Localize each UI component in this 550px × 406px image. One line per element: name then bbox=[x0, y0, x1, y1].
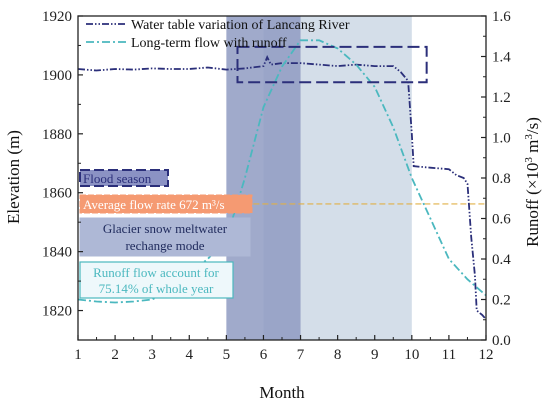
flood-peak-box bbox=[236, 45, 428, 84]
y-axis-right-title-mid: m bbox=[523, 140, 542, 157]
y-right-tick-label: 1.6 bbox=[492, 9, 511, 25]
flood-season-label: Flood season bbox=[83, 171, 152, 186]
series-line-1 bbox=[77, 55, 487, 320]
legend-label-1: Water table variation of Lancang River bbox=[131, 18, 350, 33]
x-tick-label: 12 bbox=[479, 347, 494, 363]
y-axis-right-title-prefix: Runoff (×10 bbox=[523, 163, 542, 247]
x-tick-label: 10 bbox=[404, 347, 419, 363]
y-axis-right-title: Runoff (×103 m3/s) bbox=[523, 117, 542, 247]
runoff-label-line2: 75.14% of whole year bbox=[99, 281, 214, 296]
x-tick-label: 5 bbox=[223, 347, 231, 363]
x-axis-title: Month bbox=[259, 383, 305, 402]
y-right-tick-label: 0.0 bbox=[492, 333, 511, 349]
glacier-label-line1: Glacier snow meltwater bbox=[103, 221, 228, 236]
y-axis-right-title-suffix: /s) bbox=[523, 117, 542, 134]
y-left-tick-label: 1900 bbox=[42, 68, 72, 84]
y-axis-left-title: Elevation (m) bbox=[4, 130, 23, 224]
runoff-label-line1: Runoff flow account for bbox=[93, 265, 219, 280]
y-axis-right-title-exp2: 3 bbox=[523, 134, 535, 140]
average-flow-box bbox=[79, 194, 253, 214]
highlight-box-group bbox=[236, 45, 428, 84]
legend-label-2: Long-term flow with runoff bbox=[131, 36, 287, 51]
average-flow-label: Average flow rate 672 m³/s bbox=[83, 197, 225, 212]
flood-season-box bbox=[79, 169, 169, 187]
series-line-2 bbox=[77, 39, 487, 304]
y-left-tick-label: 1920 bbox=[42, 9, 72, 25]
x-tick-label: 11 bbox=[442, 347, 456, 363]
glacier-box bbox=[79, 217, 251, 257]
y-right-tick-label: 0.8 bbox=[492, 171, 511, 187]
y-right-tick-label: 0.4 bbox=[492, 252, 511, 268]
series-group bbox=[77, 39, 487, 320]
band-dark bbox=[226, 16, 301, 340]
x-tick-label: 8 bbox=[334, 347, 342, 363]
runoff-box bbox=[79, 261, 234, 299]
y-right-tick-label: 0.6 bbox=[492, 212, 511, 228]
y-right-tick-label: 1.0 bbox=[492, 131, 511, 147]
y-left-tick-label: 1840 bbox=[42, 245, 72, 261]
x-tick-label: 3 bbox=[148, 347, 156, 363]
y-left-tick-label: 1820 bbox=[42, 304, 72, 320]
y-right-tick-label: 0.2 bbox=[492, 293, 511, 309]
x-tick-label: 7 bbox=[297, 347, 305, 363]
x-tick-label: 1 bbox=[74, 347, 82, 363]
y-left-tick-label: 1880 bbox=[42, 127, 72, 143]
y-right-tick-label: 1.4 bbox=[492, 50, 511, 66]
annotation-group: Flood season Average flow rate 672 m³/s Gl… bbox=[79, 169, 253, 299]
x-tick-label: 9 bbox=[371, 347, 379, 363]
shaded-bands bbox=[226, 16, 412, 340]
y-right-tick-label: 1.2 bbox=[492, 90, 511, 106]
legend: Water table variation of Lancang River Lo… bbox=[86, 18, 350, 51]
glacier-label-line2: rechange mode bbox=[125, 238, 204, 253]
x-tick-label: 6 bbox=[260, 347, 268, 363]
y-axis-right-title-exp1: 3 bbox=[523, 157, 535, 163]
y-left-tick-label: 1860 bbox=[42, 186, 72, 202]
x-tick-label: 4 bbox=[186, 347, 194, 363]
axes-group: 1 2 3 4 5 6 7 8 9 10 11 121820184018601880190019200… bbox=[42, 9, 511, 363]
x-tick-label: 2 bbox=[111, 347, 119, 363]
